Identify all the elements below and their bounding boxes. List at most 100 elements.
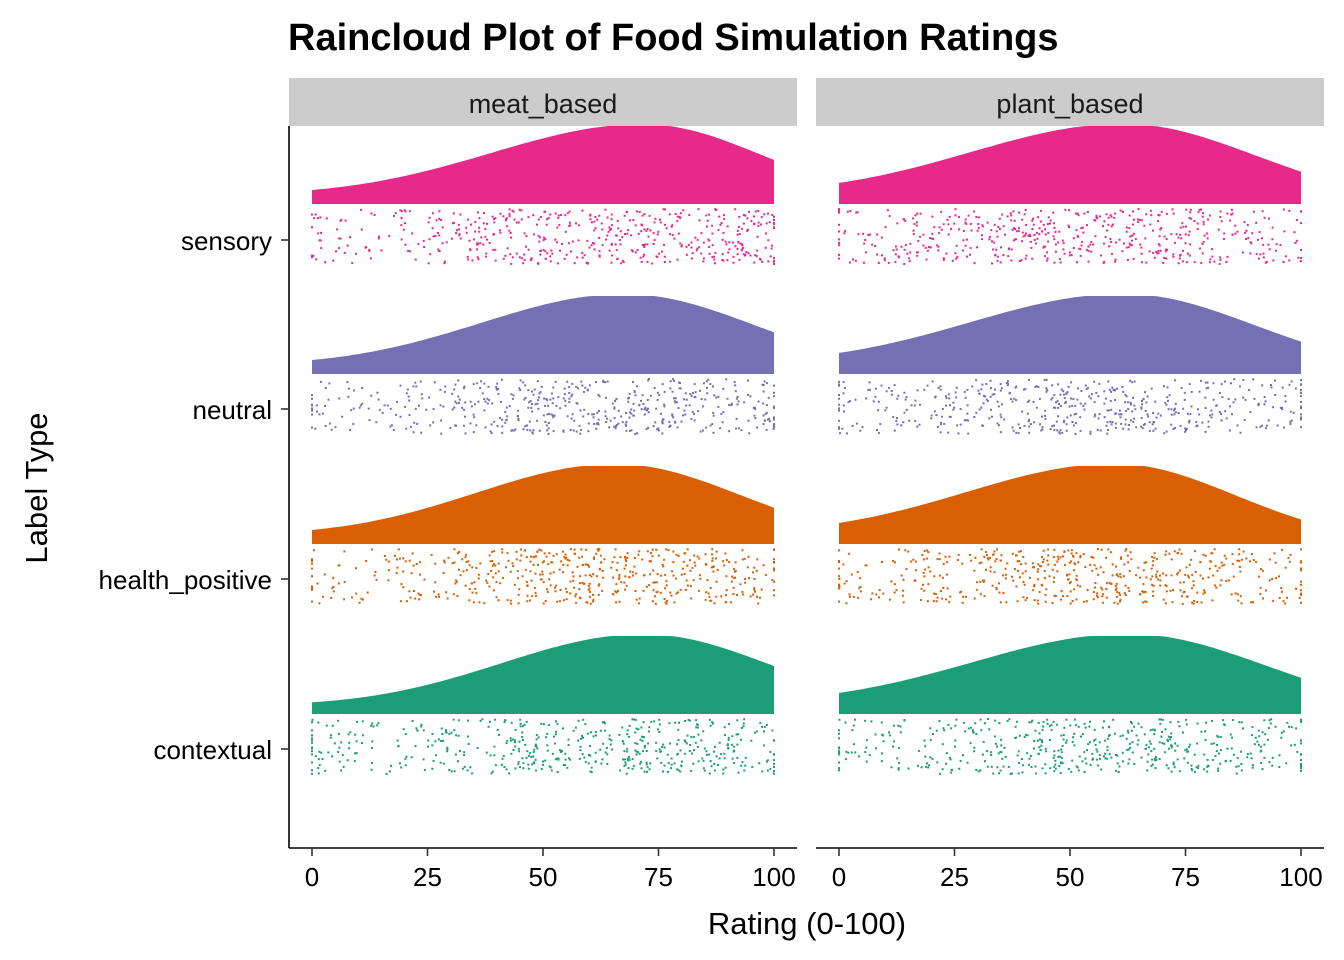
rain-point [773,391,775,394]
rain-point [338,237,341,240]
rain-point [1110,756,1113,759]
rain-point [511,256,514,259]
rain-point [1065,423,1068,426]
rain-point [437,232,439,234]
rain-point [1116,754,1119,757]
rain-point [1234,398,1237,401]
rain-point [1300,401,1302,403]
rain-point [458,568,460,571]
rain-point [1095,748,1098,751]
rain-point [551,752,554,755]
rain-point [512,565,515,568]
rain-point [396,739,399,742]
rain-point [1288,725,1290,728]
rain-point [438,595,440,598]
rain-point [915,224,918,227]
rain-point [609,228,612,231]
rain-point [1295,587,1297,590]
rain-point [898,761,900,764]
rain-point [1144,423,1146,426]
rain-point [732,750,735,753]
rain-point [989,379,992,382]
rain-point [1040,429,1043,432]
rain-point [1118,238,1121,241]
rain-point [445,241,448,244]
rain-point [1054,250,1057,253]
rain-point [1074,422,1077,424]
rain-point [1053,594,1056,597]
rain-point [1018,211,1021,214]
rain-point [544,257,547,260]
rain-point [1207,765,1210,768]
rain-point [902,421,905,424]
rain-point [389,425,392,428]
rain-point [1192,602,1195,605]
rain-point [846,210,849,213]
rain-point [1107,223,1110,226]
rain-point [691,252,694,255]
rain-point [962,239,965,242]
rain-point [1214,565,1217,568]
rain-point [1063,393,1065,396]
rain-point [440,740,442,742]
rain-point [332,577,335,580]
rain-point [414,258,417,261]
rain-point [1033,585,1036,588]
rain-point [938,231,941,234]
rain-point [996,255,999,258]
rain-point [523,723,526,726]
rain-point [868,754,871,757]
rain-point [1244,231,1247,234]
rain-point [641,243,644,246]
rain-point [1300,426,1302,429]
rain-point [1197,764,1200,767]
rain-point [1079,554,1082,557]
rain-point [753,566,756,569]
rain-point [773,594,775,597]
rain-point [893,583,896,586]
rain-point [1053,428,1056,431]
rain-point [1238,721,1241,724]
rain-point [446,748,449,751]
rain-point [983,579,986,582]
rain-point [1280,736,1283,739]
rain-point [1207,425,1210,428]
rain-point [1125,737,1128,740]
rain-point [1121,734,1124,737]
rain-point [524,396,527,399]
rain-point [1070,397,1073,400]
rain-point [1033,740,1036,742]
rain-point [349,236,352,239]
rain-point [538,429,541,432]
rain-point [636,385,638,388]
rain-point [443,561,446,564]
rain-point [1210,416,1213,419]
rain-point [452,718,455,721]
rain-point [1158,214,1161,217]
rain-point [358,406,361,409]
rain-point [883,259,886,262]
rain-point [1168,747,1170,750]
rain-point [843,232,846,235]
rain-point [838,209,840,212]
rain-point [1219,210,1222,213]
rain-point [597,393,600,396]
rain-point [1281,548,1284,551]
rain-point [859,585,862,588]
rain-point [1022,556,1025,558]
rain-point [648,214,651,217]
rain-point [594,734,597,737]
rain-point [1296,750,1299,753]
rain-point [842,392,845,395]
rain-point [523,259,526,261]
rain-point [383,555,386,557]
rain-point [1182,249,1184,252]
rain-point [716,568,719,571]
rain-point [762,390,765,393]
rain-point [732,255,735,258]
rain-point [465,226,468,229]
rain-point [1090,250,1093,253]
rain-point [1132,218,1135,221]
rain-point [361,598,364,601]
rain-point [1102,601,1105,604]
